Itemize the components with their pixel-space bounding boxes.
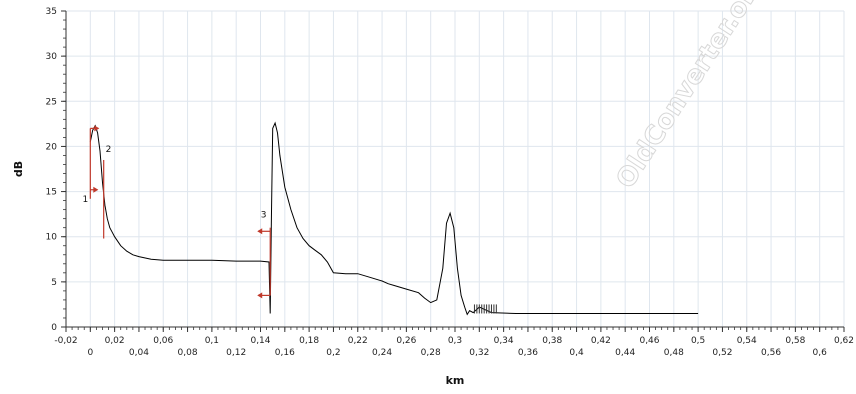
y-tick-label: 25 [46,97,57,107]
x-tick-label: 0,18 [299,336,319,346]
marker-1-mid-arrowhead [93,186,99,193]
y-tick-label: 10 [46,233,58,243]
x-tick-label: 0,6 [813,348,828,358]
marker-label-2: 2 [106,145,112,155]
marker-label-1: 1 [82,195,88,205]
x-tick-label: 0,12 [226,348,246,358]
x-tick-label: 0,22 [348,336,368,346]
x-tick-label: 0,38 [542,336,562,346]
x-tick-label: 0,46 [639,336,659,346]
marker-3-bottom-arrowhead [257,292,263,299]
x-tick-label: 0,26 [396,336,416,346]
marker-3-top-arrowhead [257,228,263,235]
x-tick-label: 0,56 [761,348,781,358]
y-tick-label: 15 [46,188,57,198]
x-tick-label: 0 [87,348,93,358]
x-tick-label: 0,04 [129,348,149,358]
marker-1-top-arrowhead [94,125,100,132]
x-axis-title: km [446,374,465,387]
grid-lines [61,10,845,332]
trace-line [89,121,699,316]
x-tick-label: 0,32 [469,348,489,358]
x-tick-label: 0,02 [105,336,125,346]
x-tick-label: 0,34 [494,336,514,346]
x-tick-label: 0,54 [737,336,757,346]
marker-label-3: 3 [261,210,267,220]
y-tick-label: 5 [51,278,57,288]
x-tick-label: 0,16 [275,348,295,358]
y-tick-label: 30 [46,52,58,62]
x-tick-label: 0,28 [421,348,441,358]
x-tick-label: 0,24 [372,348,392,358]
x-tick-label: 0,62 [834,336,854,346]
x-tick-label: 0,14 [250,336,270,346]
y-axis-title: dB [12,161,25,177]
x-tick-label: 0,48 [664,348,684,358]
y-tick-label: 20 [46,142,58,152]
marker-labels: 1 2 3 [82,145,266,220]
x-tick-label: 0,08 [178,348,198,358]
x-tick-label: 0,2 [326,348,340,358]
x-tick-label: 0,42 [591,336,611,346]
x-tick-label: 0,52 [712,348,732,358]
x-tick-label: 0,36 [518,348,538,358]
y-tick-label: 35 [46,7,57,17]
x-tick-labels: -0,02 0 0,02 0,04 0,06 0,08 0,1 0,12 0,14 0,16 0,1… [54,336,854,358]
event-markers [89,125,271,299]
x-tick-label: 0,58 [785,336,805,346]
x-tick-label: -0,02 [54,336,77,346]
y-tick-labels: 0 5 10 15 20 25 30 35 [46,7,58,333]
x-tick-label: 0,44 [615,348,635,358]
end-event-ticks [473,304,497,314]
x-tick-label: 0,3 [448,336,462,346]
x-tick-label: 0,4 [569,348,584,358]
y-tick-label: 0 [51,323,57,333]
x-tick-label: 0,1 [205,336,219,346]
x-tick-label: 0,5 [691,336,705,346]
x-tick-label: 0,06 [153,336,173,346]
